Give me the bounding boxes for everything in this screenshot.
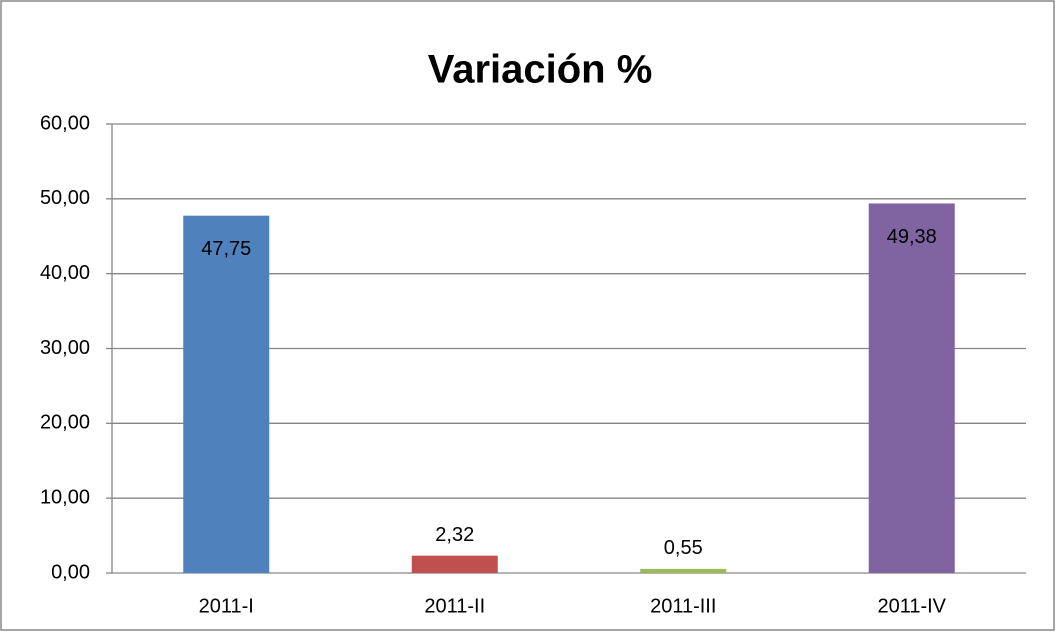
y-tick-label: 20,00 (40, 412, 90, 434)
y-tick-label: 60,00 (40, 112, 90, 134)
data-label: 2,32 (435, 524, 474, 546)
bar (183, 215, 270, 573)
y-tick-label: 30,00 (40, 337, 90, 359)
x-tick-label: 2011-I (199, 595, 254, 617)
bar (868, 203, 955, 573)
x-tick-label: 2011-II (424, 595, 485, 617)
bar (411, 555, 498, 573)
data-label: 0,55 (664, 537, 703, 559)
y-tick-label: 40,00 (40, 262, 90, 284)
data-label: 47,75 (201, 238, 251, 260)
chart-title: Variación % (428, 48, 653, 92)
y-tick-label: 0,00 (51, 561, 90, 583)
y-tick-label: 10,00 (40, 486, 90, 508)
x-tick-label: 2011-IV (877, 595, 946, 617)
x-tick-label: 2011-III (650, 595, 716, 617)
data-label: 49,38 (887, 226, 937, 248)
y-tick-label: 50,00 (40, 187, 90, 209)
bar (640, 568, 727, 573)
